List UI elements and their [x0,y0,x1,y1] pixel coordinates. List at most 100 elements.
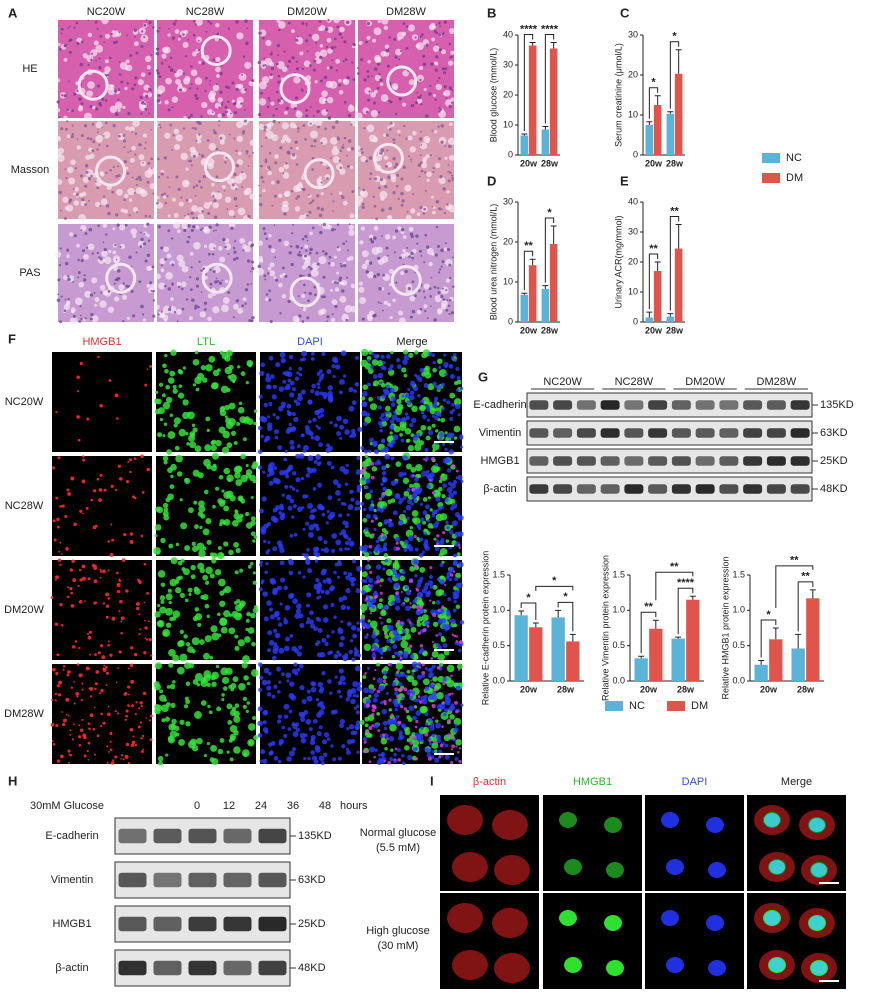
speck [222,446,230,454]
speck [97,651,101,655]
speck [459,436,464,440]
speck [325,109,329,112]
speck [342,681,346,685]
speck [107,540,111,543]
speck [445,289,448,292]
speck [412,193,415,196]
speck [81,249,86,253]
bar [806,598,820,681]
speck [453,634,457,638]
speck [292,504,297,509]
speck [214,280,218,284]
speck [169,730,178,738]
speck [171,96,179,103]
speck [162,510,169,517]
speck [402,249,406,253]
speck [389,579,393,583]
speck [424,371,432,379]
speck [448,566,455,573]
speck [57,456,61,460]
speck [297,130,300,133]
speck [266,685,272,691]
speck [283,163,289,170]
blot-band [766,400,786,410]
speck [368,544,373,549]
speck [146,283,151,288]
speck [382,476,386,480]
speck [455,739,462,746]
blot-band [118,828,147,844]
speck [338,642,344,648]
speck [457,531,464,537]
speck [288,21,291,25]
x-tick-label: 28w [666,158,684,168]
blot-band [743,428,763,438]
speck [356,750,360,754]
speck [176,320,179,323]
speck [226,208,229,211]
speck [424,365,430,371]
speck [331,313,334,316]
speck [209,79,212,82]
speck [94,20,98,24]
speck [182,33,185,36]
speck [421,162,428,169]
speck [311,168,314,171]
texture [258,16,356,118]
speck [289,380,295,386]
speck [140,304,144,309]
speck [349,434,353,438]
speck [211,252,215,256]
speck [451,403,455,407]
speck [430,657,434,660]
speck [392,717,396,720]
speck [342,78,350,85]
speck [356,72,360,75]
speck [234,240,237,243]
speck [78,646,81,650]
speck [107,712,111,717]
bar [566,641,580,681]
y-tick-label: 1.0 [492,605,505,615]
speck [109,168,112,172]
speck [245,618,250,623]
speck [371,633,377,639]
speck [122,105,126,110]
speck [143,562,147,566]
speck [82,176,90,183]
speck [422,550,426,554]
speck [79,361,83,365]
speck [429,566,433,570]
speck [279,274,284,278]
speck [306,467,311,471]
speck [73,26,76,29]
speck [309,122,312,125]
speck [209,287,212,289]
speck [176,254,184,262]
speck [422,414,427,420]
speck [284,190,291,197]
speck [386,719,393,725]
speck [190,574,196,580]
speck [435,600,441,605]
speck [87,577,91,581]
speck [211,558,217,564]
speck [434,415,439,421]
speck [414,704,417,708]
speck [381,608,385,612]
speck [417,695,421,699]
speck [277,714,283,719]
speck [373,175,381,183]
speck [398,97,402,101]
blot-band [553,456,573,466]
speck [248,740,253,745]
speck [449,506,455,511]
speck [296,651,302,657]
speck [223,467,230,475]
y-axis-label: Relative Vimentin protein expression [600,555,610,701]
speck [339,262,342,265]
speck [179,719,185,725]
speck [176,281,182,287]
speck [194,613,203,621]
speck [281,122,289,130]
